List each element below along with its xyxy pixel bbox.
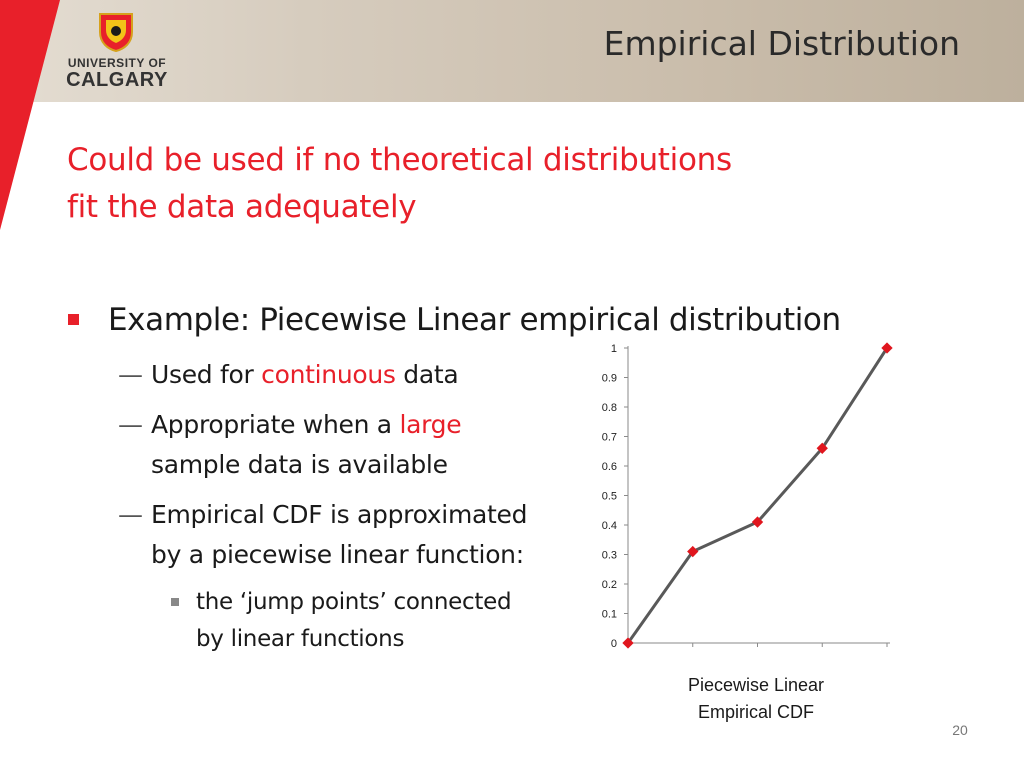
sub-bullet-2-text: Appropriate when a large sample data is a…: [151, 410, 462, 479]
y-tick-label: 0.5: [602, 491, 617, 503]
main-bullet-text: Example: Piecewise Linear empirical dist…: [108, 302, 841, 338]
chart-caption: Piecewise Linear Empirical CDF: [656, 672, 856, 726]
headline-line2: fit the data adequately: [67, 189, 417, 225]
caption-line2: Empirical CDF: [697, 702, 814, 722]
slide-title: Empirical Distribution: [603, 24, 960, 63]
highlight-large: large: [399, 410, 462, 439]
highlight-continuous: continuous: [261, 360, 396, 389]
crest-icon: [99, 13, 133, 52]
y-tick-label: 0.8: [602, 402, 617, 414]
header-band: [0, 0, 1024, 102]
y-tick-label: 0.2: [602, 579, 617, 591]
sub-bullet-3-text: Empirical CDF is approximated by a piecew…: [151, 500, 528, 569]
y-tick-label: 0.3: [602, 550, 617, 562]
headline-line1: Could be used if no theoretical distribu…: [67, 142, 732, 178]
y-tick-label: 0.1: [602, 609, 617, 621]
cdf-chart: 0 0.1 0.2 0.3 0.4 0.5 0.6 0.7 0.8 0.9 1: [602, 342, 893, 650]
bullet-square-icon: [68, 314, 79, 325]
y-tick-label: 1: [611, 343, 617, 355]
headline: Could be used if no theoretical distribu…: [67, 137, 827, 231]
university-logo: UNIVERSITY OF CALGARY: [62, 12, 172, 92]
dash-icon: —: [118, 410, 143, 439]
page-number: 20: [952, 722, 968, 738]
y-tick-label: 0.6: [602, 461, 617, 473]
red-stripe-decoration: [0, 0, 60, 230]
sub-sub-bullet-text: the ‘jump points’ connected by linear fun…: [196, 589, 512, 652]
y-tick-label: 0: [611, 638, 617, 650]
small-square-bullet-icon: [171, 598, 179, 606]
logo-text-university-of: UNIVERSITY OF: [67, 56, 167, 70]
caption-line1: Piecewise Linear: [687, 675, 825, 695]
dash-icon: —: [118, 360, 143, 389]
data-point-marker: [816, 442, 828, 454]
y-tick-label: 0.4: [602, 520, 617, 532]
y-tick-label: 0.9: [602, 373, 617, 385]
logo-text-calgary: CALGARY: [66, 69, 168, 91]
dash-icon: —: [118, 500, 143, 529]
sub-bullet-1-text: Used for continuous data: [151, 360, 459, 389]
cdf-line: [626, 347, 889, 644]
y-tick-label: 0.7: [602, 432, 617, 444]
